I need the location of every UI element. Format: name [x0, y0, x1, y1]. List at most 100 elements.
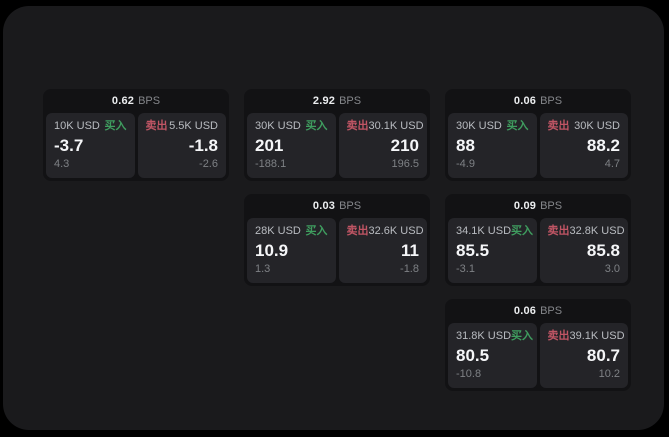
- sell-label: 卖出: [145, 120, 168, 132]
- bps-value: 0.09: [513, 200, 537, 212]
- sell-panel[interactable]: 卖出 30.1K USD 210 196.5: [338, 113, 427, 178]
- buy-sub-value: -4.9: [456, 158, 475, 170]
- buy-amount: 30K USD: [255, 120, 301, 132]
- buy-panel[interactable]: 34.1K USD 买入 85.5 -3.1: [448, 218, 537, 283]
- sell-price: -1.8: [188, 136, 218, 155]
- quote-panels: 31.8K USD 买入 80.5 -10.8 卖出 39.1K USD 80.…: [448, 323, 628, 388]
- sell-label: 卖出: [547, 120, 570, 132]
- buy-price: 201: [255, 136, 284, 155]
- buy-panel[interactable]: 28K USD 买入 10.9 1.3: [247, 218, 336, 283]
- buy-amount: 28K USD: [255, 225, 301, 237]
- bps-unit-label: BPS: [339, 95, 362, 107]
- buy-top-row: 31.8K USD 买入: [456, 330, 533, 343]
- buy-label: 买入: [506, 120, 529, 132]
- buy-panel[interactable]: 31.8K USD 买入 80.5 -10.8: [448, 323, 537, 388]
- sell-price: 210: [390, 136, 419, 155]
- buy-sub-value: -10.8: [456, 368, 482, 380]
- sell-price: 88.2: [586, 136, 620, 155]
- sell-label: 卖出: [547, 330, 570, 342]
- sell-amount: 30.1K USD: [368, 120, 424, 132]
- buy-label: 买入: [511, 225, 534, 237]
- sell-panel[interactable]: 卖出 39.1K USD 80.7 10.2: [539, 323, 628, 388]
- quote-panels: 30K USD 买入 201 -188.1 卖出 30.1K USD 210 1…: [247, 113, 427, 178]
- quotes-board: 0.62 BPS 10K USD 买入 -3.7 4.3 卖出 5.5K USD…: [43, 89, 631, 391]
- quote-card: 0.62 BPS 10K USD 买入 -3.7 4.3 卖出 5.5K USD…: [43, 89, 229, 181]
- buy-label: 买入: [511, 330, 534, 342]
- sell-sub-value: 3.0: [604, 263, 620, 275]
- bps-unit-label: BPS: [540, 305, 563, 317]
- quote-panels: 10K USD 买入 -3.7 4.3 卖出 5.5K USD -1.8 -2.…: [46, 113, 226, 178]
- buy-sub-value: 1.3: [255, 263, 271, 275]
- sell-label: 卖出: [547, 225, 570, 237]
- bps-header: 0.06 BPS: [448, 299, 628, 323]
- sell-amount: 30K USD: [574, 120, 620, 132]
- buy-label: 买入: [305, 225, 328, 237]
- sell-panel[interactable]: 卖出 30K USD 88.2 4.7: [539, 113, 628, 178]
- quote-card: 0.09 BPS 34.1K USD 买入 85.5 -3.1 卖出 32.8K…: [445, 194, 631, 286]
- sell-top-row: 卖出 30K USD: [548, 120, 621, 133]
- bps-header: 0.09 BPS: [448, 194, 628, 218]
- buy-panel[interactable]: 30K USD 买入 201 -188.1: [247, 113, 336, 178]
- buy-panel[interactable]: 10K USD 买入 -3.7 4.3: [46, 113, 135, 178]
- app-window: 0.62 BPS 10K USD 买入 -3.7 4.3 卖出 5.5K USD…: [3, 6, 664, 430]
- bps-value: 0.06: [513, 95, 537, 107]
- buy-top-row: 28K USD 买入: [255, 225, 328, 238]
- buy-amount: 31.8K USD: [456, 330, 512, 342]
- sell-price: 85.8: [586, 241, 620, 260]
- bps-header: 0.06 BPS: [448, 89, 628, 113]
- sell-top-row: 卖出 30.1K USD: [346, 120, 424, 133]
- sell-price: 11: [401, 241, 419, 260]
- quote-panels: 30K USD 买入 88 -4.9 卖出 30K USD 88.2 4.7: [448, 113, 628, 178]
- bps-unit-label: BPS: [540, 95, 563, 107]
- sell-amount: 32.8K USD: [569, 225, 625, 237]
- buy-amount: 30K USD: [456, 120, 502, 132]
- quote-card: 2.92 BPS 30K USD 买入 201 -188.1 卖出 30.1K …: [244, 89, 430, 181]
- bps-value: 0.03: [312, 200, 336, 212]
- sell-top-row: 卖出 39.1K USD: [547, 330, 625, 343]
- sell-label: 卖出: [346, 120, 369, 132]
- sell-price: 80.7: [586, 346, 620, 365]
- bps-value: 0.62: [111, 95, 135, 107]
- bps-unit-label: BPS: [339, 200, 362, 212]
- buy-price: 80.5: [456, 346, 490, 365]
- sell-panel[interactable]: 卖出 5.5K USD -1.8 -2.6: [137, 113, 226, 178]
- bps-value: 0.06: [513, 305, 537, 317]
- quote-card: 0.03 BPS 28K USD 买入 10.9 1.3 卖出 32.6K US…: [244, 194, 430, 286]
- sell-top-row: 卖出 32.8K USD: [547, 225, 625, 238]
- buy-price: 88: [456, 136, 475, 155]
- bps-header: 2.92 BPS: [247, 89, 427, 113]
- quote-panels: 34.1K USD 买入 85.5 -3.1 卖出 32.8K USD 85.8…: [448, 218, 628, 283]
- buy-amount: 10K USD: [54, 120, 100, 132]
- sell-top-row: 卖出 5.5K USD: [146, 120, 219, 133]
- bps-unit-label: BPS: [540, 200, 563, 212]
- sell-label: 卖出: [346, 225, 369, 237]
- buy-price: 85.5: [456, 241, 490, 260]
- buy-label: 买入: [104, 120, 127, 132]
- quote-card: 0.06 BPS 30K USD 买入 88 -4.9 卖出 30K USD 8…: [445, 89, 631, 181]
- buy-price: 10.9: [255, 241, 289, 260]
- buy-top-row: 34.1K USD 买入: [456, 225, 533, 238]
- buy-top-row: 30K USD 买入: [255, 120, 328, 133]
- buy-label: 买入: [305, 120, 328, 132]
- sell-panel[interactable]: 卖出 32.8K USD 85.8 3.0: [539, 218, 628, 283]
- bps-value: 2.92: [312, 95, 336, 107]
- buy-amount: 34.1K USD: [456, 225, 512, 237]
- buy-sub-value: -3.1: [456, 263, 475, 275]
- sell-top-row: 卖出 32.6K USD: [346, 225, 424, 238]
- sell-amount: 32.6K USD: [368, 225, 424, 237]
- sell-panel[interactable]: 卖出 32.6K USD 11 -1.8: [338, 218, 427, 283]
- sell-sub-value: 196.5: [391, 158, 419, 170]
- buy-price: -3.7: [54, 136, 84, 155]
- buy-sub-value: -188.1: [255, 158, 287, 170]
- bps-unit-label: BPS: [138, 95, 161, 107]
- sell-sub-value: 4.7: [604, 158, 620, 170]
- bps-header: 0.03 BPS: [247, 194, 427, 218]
- sell-sub-value: -1.8: [400, 263, 419, 275]
- buy-top-row: 30K USD 买入: [456, 120, 529, 133]
- sell-sub-value: 10.2: [598, 368, 620, 380]
- buy-panel[interactable]: 30K USD 买入 88 -4.9: [448, 113, 537, 178]
- sell-amount: 5.5K USD: [169, 120, 218, 132]
- bps-header: 0.62 BPS: [46, 89, 226, 113]
- quote-panels: 28K USD 买入 10.9 1.3 卖出 32.6K USD 11 -1.8: [247, 218, 427, 283]
- sell-amount: 39.1K USD: [569, 330, 625, 342]
